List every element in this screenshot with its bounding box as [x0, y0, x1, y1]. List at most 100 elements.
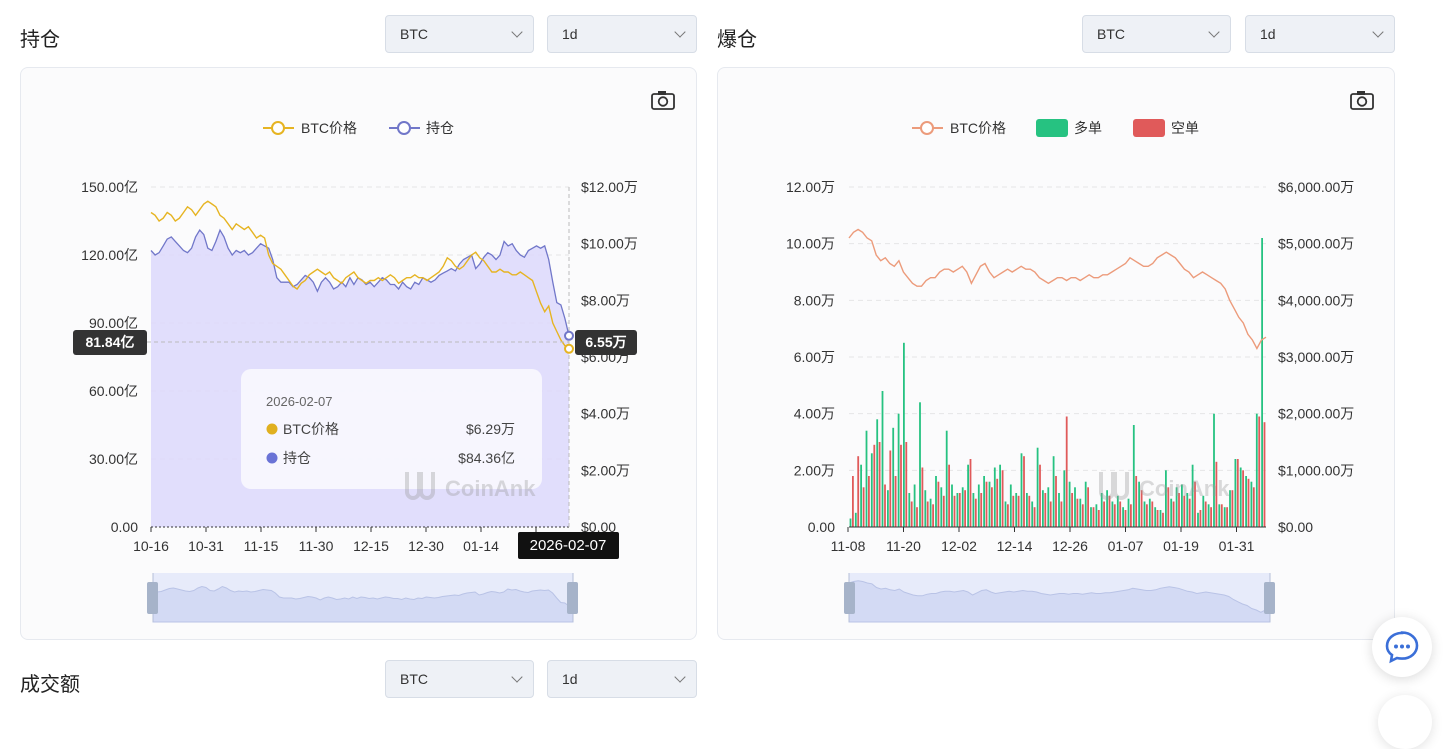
short-bar	[1049, 501, 1052, 527]
short-bar	[1252, 487, 1255, 527]
tooltip-date: 2026-02-07	[266, 394, 333, 409]
long-bar	[903, 342, 905, 527]
watermark-text: CoinAnk	[445, 476, 536, 501]
long-bar	[1191, 464, 1194, 527]
oi-right-marker-text: 6.55万	[585, 334, 626, 350]
long-bar	[1234, 459, 1237, 527]
liq-chart: BTC价格 多单 空单 0.00 2.00万 4.00万 6.00万 8.00万 10.0…	[786, 91, 1374, 623]
long-bar	[1213, 413, 1215, 527]
secondary-float-button[interactable]	[1378, 695, 1432, 749]
price-end-point	[564, 343, 574, 354]
short-bar	[1060, 501, 1063, 527]
long-bar	[1186, 493, 1189, 527]
short-bar	[1162, 512, 1164, 527]
long-bar	[999, 464, 1001, 527]
short-bar	[969, 459, 972, 527]
volume-section-title: 成交额	[20, 674, 80, 696]
long-bar	[1074, 487, 1076, 527]
legend-item-long[interactable]: 多单	[1036, 119, 1102, 137]
zoom-handle-left[interactable]	[147, 582, 158, 614]
short-bar	[1001, 470, 1004, 527]
long-bar	[1170, 498, 1173, 527]
oi-end-point	[564, 330, 574, 341]
long-bar	[887, 490, 889, 527]
short-bar	[1055, 476, 1057, 527]
short-bar	[910, 501, 913, 527]
oi-interval-select[interactable]: 1d	[547, 15, 697, 53]
short-bar	[1071, 493, 1073, 527]
x-tick-label: 12-15	[353, 538, 389, 554]
long-bar	[1015, 493, 1018, 527]
legend-item-oi[interactable]: 持仓	[389, 120, 454, 136]
short-bar	[1146, 504, 1148, 527]
long-bar	[1122, 507, 1124, 527]
short-bar	[1007, 504, 1009, 527]
short-bar	[942, 495, 945, 527]
oi-coin-select[interactable]: BTC	[385, 15, 534, 53]
long-bar	[876, 419, 879, 527]
chat-button[interactable]	[1372, 617, 1432, 677]
vol-interval-select[interactable]: 1d	[547, 660, 697, 698]
short-bar	[1178, 493, 1180, 527]
liq-price-line	[848, 228, 1267, 350]
oi-right-marker: 6.55万	[575, 330, 637, 355]
liq-coin-select[interactable]: BTC	[1082, 15, 1231, 53]
short-bar	[1188, 498, 1191, 527]
long-bar	[1079, 498, 1082, 527]
short-bar	[1103, 501, 1105, 527]
long-bar	[870, 453, 873, 527]
short-bar	[1033, 507, 1036, 527]
zoom-handle-right[interactable]	[1264, 582, 1275, 614]
chevron-down-icon	[674, 26, 686, 38]
long-bar	[1116, 495, 1119, 527]
chevron-down-icon	[511, 26, 523, 38]
short-bar	[1183, 495, 1186, 527]
long-bar	[849, 518, 852, 527]
legend-label-long: 多单	[1074, 120, 1102, 136]
short-bar	[1135, 476, 1138, 527]
camera-icon[interactable]	[651, 91, 675, 110]
short-bar	[1017, 495, 1020, 527]
long-bar	[1009, 484, 1012, 527]
long-bar	[1165, 470, 1167, 527]
long-bar	[1181, 484, 1183, 527]
oi-data-zoom[interactable]	[147, 573, 578, 623]
short-bar	[953, 495, 956, 527]
short-bar	[916, 507, 918, 527]
liq-data-zoom[interactable]	[844, 573, 1275, 623]
x-tick-label: 10-31	[188, 538, 224, 554]
zoom-handle-left[interactable]	[844, 582, 855, 614]
oi-section-title: 持仓	[20, 29, 60, 51]
y-left-tick-label: 4.00万	[794, 406, 835, 422]
x-tick-label: 11-20	[886, 538, 921, 554]
y-left-tick-label: 0.00	[808, 519, 835, 535]
tooltip-price-label: BTC价格	[283, 421, 339, 437]
short-bar	[1220, 504, 1223, 527]
liq-interval-select[interactable]: 1d	[1245, 15, 1395, 53]
long-bar	[854, 512, 857, 527]
x-tick-label: 11-08	[831, 538, 866, 554]
long-bar	[1026, 493, 1028, 527]
vol-coin-select[interactable]: BTC	[385, 660, 534, 698]
short-bar	[1097, 510, 1100, 527]
long-bar	[1202, 495, 1205, 527]
zoom-handle-right[interactable]	[567, 582, 578, 614]
short-bar	[862, 487, 865, 527]
short-bar	[958, 493, 961, 527]
long-bar	[983, 476, 985, 527]
vol-interval-value: 1d	[562, 671, 578, 687]
y-right-tick-label: $0.00	[581, 519, 616, 535]
coinank-watermark: CoinAnk	[405, 472, 536, 501]
legend-item-short[interactable]: 空单	[1133, 119, 1199, 137]
camera-icon[interactable]	[1350, 91, 1374, 110]
long-bar	[865, 430, 868, 527]
oi-coin-value: BTC	[400, 26, 428, 42]
long-bar	[924, 490, 927, 527]
short-bar	[980, 493, 983, 527]
long-bar	[1250, 481, 1253, 527]
long-bar	[1127, 498, 1130, 527]
tooltip-oi-value: $84.36亿	[458, 450, 515, 466]
legend-item-liq-price[interactable]: BTC价格	[912, 120, 1006, 136]
liq-chart-panel: BTC价格 多单 空单 0.00 2.00万 4.00万 6.00万 8.00万 10.0…	[717, 67, 1395, 640]
legend-item-price[interactable]: BTC价格	[263, 120, 357, 136]
